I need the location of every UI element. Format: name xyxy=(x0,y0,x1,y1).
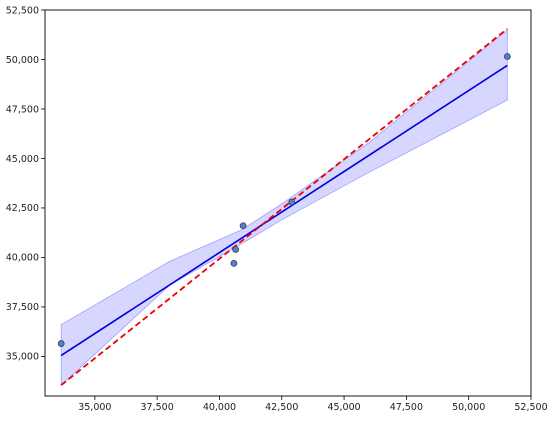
y-tick-label: 52,500 xyxy=(6,5,39,16)
x-tick-label: 35,000 xyxy=(78,402,111,413)
y-tick-label: 37,500 xyxy=(6,302,39,313)
y-tick-label: 35,000 xyxy=(6,352,39,363)
y-ticks: 35,000 37,500 40,000 42,500 45,000 47,500 50,0… xyxy=(6,5,45,363)
x-tick-label: 52,500 xyxy=(514,402,547,413)
identity-line xyxy=(60,28,508,386)
scatter-point xyxy=(232,246,240,253)
x-tick-label: 45,000 xyxy=(327,402,360,413)
lines-layer xyxy=(60,28,508,386)
regression-line xyxy=(60,64,508,357)
x-tick-label: 42,500 xyxy=(265,402,298,413)
y-tick-label: 50,000 xyxy=(6,55,39,66)
axes-layer xyxy=(44,9,532,397)
x-ticks: 35,000 37,500 40,000 42,500 45,000 47,500 50,0… xyxy=(78,396,548,413)
points-layer xyxy=(57,53,511,347)
x-tick-label: 50,000 xyxy=(452,402,485,413)
x-tick-label: 37,500 xyxy=(141,402,174,413)
scatter-point xyxy=(239,222,247,230)
scatter-point xyxy=(57,340,65,347)
plot-frame xyxy=(44,9,532,397)
y-tick-label: 47,500 xyxy=(6,104,39,115)
scatter-point xyxy=(288,198,296,206)
scatter-point xyxy=(230,259,238,267)
scatter-point xyxy=(503,53,511,60)
y-tick-label: 42,500 xyxy=(6,203,39,214)
y-tick-label: 40,000 xyxy=(6,253,39,264)
x-tick-label: 40,000 xyxy=(203,402,236,413)
x-tick-label: 47,500 xyxy=(390,402,423,413)
y-tick-label: 45,000 xyxy=(6,154,39,165)
